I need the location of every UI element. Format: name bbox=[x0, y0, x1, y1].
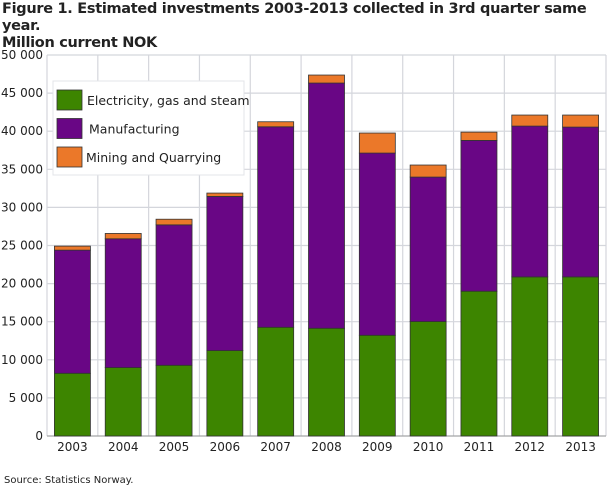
bar-mining-and-quarrying-2012 bbox=[511, 114, 549, 127]
bar-manufacturing-2013 bbox=[562, 126, 599, 278]
bar-mining-and-quarrying-2009 bbox=[358, 132, 396, 154]
x-tick-label: 2004 bbox=[108, 440, 139, 454]
bar-manufacturing-2010 bbox=[409, 176, 447, 322]
y-tick-label: 45 000 bbox=[1, 86, 43, 100]
title-line: Figure 1. Estimated investments 2003-201… bbox=[2, 1, 587, 34]
bar-mining-and-quarrying-2008 bbox=[308, 74, 345, 84]
bar-manufacturing-2008 bbox=[308, 82, 345, 329]
bar-electricity-gas-and-steam-2006 bbox=[206, 350, 244, 437]
y-tick-label: 0 bbox=[35, 429, 43, 443]
x-tick-label: 2003 bbox=[57, 440, 88, 454]
subtitle-line: Million current NOK bbox=[2, 35, 157, 51]
bar-mining-and-quarrying-2004 bbox=[104, 233, 142, 240]
bar-manufacturing-2005 bbox=[155, 224, 193, 366]
x-tick-label: 2007 bbox=[260, 440, 291, 454]
bar-mining-and-quarrying-2011 bbox=[460, 131, 498, 141]
bar-electricity-gas-and-steam-2008 bbox=[308, 327, 345, 437]
legend-label: Electricity, gas and steam bbox=[87, 93, 250, 108]
legend-swatch bbox=[56, 118, 83, 139]
x-tick-label: 2012 bbox=[514, 440, 545, 454]
bar-electricity-gas-and-steam-2012 bbox=[511, 276, 549, 437]
bar-electricity-gas-and-steam-2013 bbox=[562, 276, 599, 437]
bar-electricity-gas-and-steam-2011 bbox=[460, 290, 498, 437]
bar-manufacturing-2006 bbox=[206, 196, 244, 351]
x-tick-label: 2008 bbox=[311, 440, 342, 454]
x-tick-label: 2013 bbox=[565, 440, 596, 454]
legend-label: Manufacturing bbox=[89, 122, 180, 137]
chart-title: Figure 1. Estimated investments 2003-201… bbox=[2, 1, 610, 52]
y-tick-label: 15 000 bbox=[1, 315, 43, 329]
bar-electricity-gas-and-steam-2004 bbox=[104, 367, 142, 437]
x-tick-label: 2010 bbox=[413, 440, 444, 454]
bar-manufacturing-2009 bbox=[358, 152, 396, 336]
bar-mining-and-quarrying-2006 bbox=[206, 192, 244, 197]
bar-manufacturing-2007 bbox=[257, 126, 295, 328]
bar-manufacturing-2012 bbox=[511, 125, 549, 278]
y-tick-label: 35 000 bbox=[1, 162, 43, 176]
bar-manufacturing-2004 bbox=[104, 238, 142, 368]
legend-swatch bbox=[56, 146, 83, 168]
y-tick-label: 20 000 bbox=[1, 277, 43, 291]
bar-electricity-gas-and-steam-2003 bbox=[54, 372, 91, 437]
y-tick-label: 50 000 bbox=[1, 48, 43, 62]
bar-mining-and-quarrying-2007 bbox=[257, 121, 295, 128]
y-tick-label: 5 000 bbox=[9, 391, 43, 405]
y-tick-label: 10 000 bbox=[1, 353, 43, 367]
x-tick-label: 2005 bbox=[159, 440, 190, 454]
y-tick-label: 40 000 bbox=[1, 124, 43, 138]
legend-swatch bbox=[56, 89, 83, 111]
y-tick-label: 25 000 bbox=[1, 239, 43, 253]
bar-electricity-gas-and-steam-2007 bbox=[257, 326, 295, 437]
y-tick-label: 30 000 bbox=[1, 200, 43, 214]
source-note: Source: Statistics Norway. bbox=[4, 475, 134, 486]
bar-mining-and-quarrying-2010 bbox=[409, 164, 447, 178]
legend-label: Mining and Quarrying bbox=[86, 150, 221, 165]
bar-electricity-gas-and-steam-2005 bbox=[155, 364, 193, 437]
bar-mining-and-quarrying-2013 bbox=[562, 114, 599, 128]
bar-manufacturing-2003 bbox=[54, 249, 91, 374]
x-tick-label: 2006 bbox=[210, 440, 241, 454]
bar-electricity-gas-and-steam-2009 bbox=[358, 334, 396, 437]
x-tick-label: 2009 bbox=[362, 440, 393, 454]
bar-mining-and-quarrying-2003 bbox=[54, 245, 91, 251]
bar-mining-and-quarrying-2005 bbox=[155, 218, 193, 226]
x-tick-label: 2011 bbox=[464, 440, 495, 454]
bar-electricity-gas-and-steam-2010 bbox=[409, 321, 447, 437]
legend-box bbox=[52, 80, 245, 176]
bar-manufacturing-2011 bbox=[460, 140, 498, 292]
